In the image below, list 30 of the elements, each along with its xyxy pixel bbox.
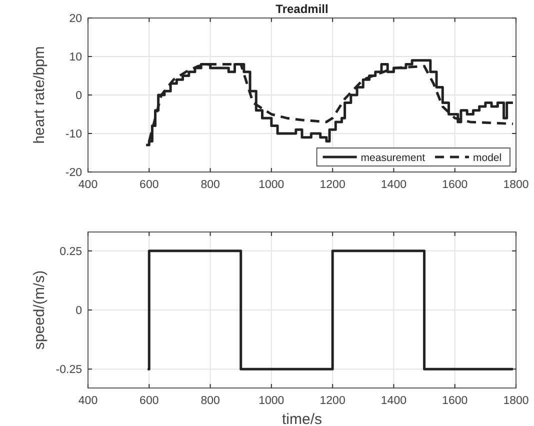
y-tick-label: -10 [65, 128, 82, 140]
x-tick-label: 800 [200, 179, 220, 191]
y-tick-label: 20 [69, 13, 82, 25]
x-tick-label: 1800 [503, 395, 529, 407]
x-tick-label: 1000 [258, 179, 284, 191]
x-tick-label: 1600 [442, 395, 468, 407]
y-axis-title: speed/(m/s) [31, 270, 48, 350]
y-tick-label: 10 [69, 52, 82, 64]
x-tick-label: 400 [78, 179, 98, 191]
x-tick-label: 1800 [503, 179, 529, 191]
x-tick-label: 1200 [320, 395, 346, 407]
legend-label: measurement [360, 152, 426, 164]
x-tick-label: 1200 [320, 179, 346, 191]
x-tick-label: 800 [200, 395, 220, 407]
x-tick-label: 600 [140, 395, 159, 407]
y-tick-label: -20 [65, 167, 82, 179]
y-tick-label: 0 [76, 305, 82, 317]
y-tick-label: 0 [76, 90, 82, 102]
x-tick-label: 1400 [380, 395, 407, 407]
x-tick-label: 400 [78, 395, 98, 407]
y-axis-title: heart rate/bpm [31, 46, 48, 144]
x-tick-label: 1000 [258, 395, 284, 407]
chart-title: Treadmill [276, 2, 328, 16]
x-tick-label: 1600 [442, 179, 468, 191]
y-tick-label: -0.25 [56, 364, 82, 376]
x-axis-title: time/s [282, 411, 322, 426]
x-tick-label: 600 [140, 179, 159, 191]
x-tick-label: 1400 [380, 179, 407, 191]
y-tick-label: 0.25 [60, 246, 82, 258]
legend-label: model [473, 152, 502, 164]
